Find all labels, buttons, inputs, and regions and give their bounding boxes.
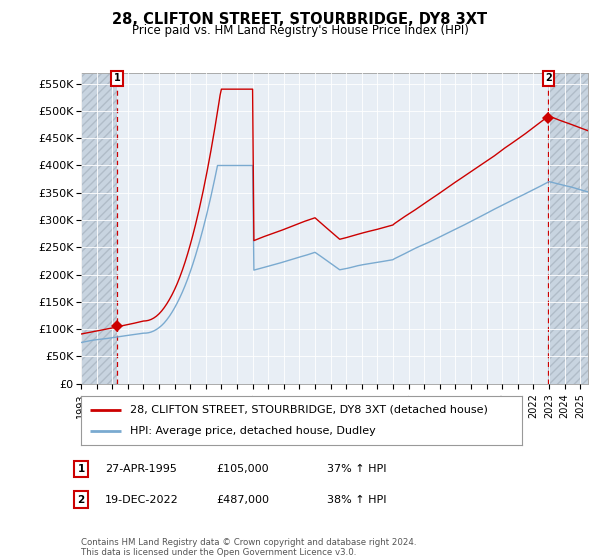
Text: 2: 2 [77, 494, 85, 505]
Text: 28, CLIFTON STREET, STOURBRIDGE, DY8 3XT (detached house): 28, CLIFTON STREET, STOURBRIDGE, DY8 3XT… [130, 405, 487, 415]
Text: Price paid vs. HM Land Registry's House Price Index (HPI): Price paid vs. HM Land Registry's House … [131, 24, 469, 37]
Text: Contains HM Land Registry data © Crown copyright and database right 2024.
This d: Contains HM Land Registry data © Crown c… [81, 538, 416, 557]
Text: 19-DEC-2022: 19-DEC-2022 [105, 494, 179, 505]
Bar [81, 73, 117, 384]
Text: £487,000: £487,000 [216, 494, 269, 505]
Bar [548, 73, 588, 384]
Text: HPI: Average price, detached house, Dudley: HPI: Average price, detached house, Dudl… [130, 426, 375, 436]
Text: 28, CLIFTON STREET, STOURBRIDGE, DY8 3XT: 28, CLIFTON STREET, STOURBRIDGE, DY8 3XT [112, 12, 488, 27]
Text: 38% ↑ HPI: 38% ↑ HPI [327, 494, 386, 505]
Text: 37% ↑ HPI: 37% ↑ HPI [327, 464, 386, 474]
Text: £105,000: £105,000 [216, 464, 269, 474]
Text: 1: 1 [113, 73, 120, 83]
Text: 1: 1 [77, 464, 85, 474]
Text: 27-APR-1995: 27-APR-1995 [105, 464, 177, 474]
Text: 2: 2 [545, 73, 552, 83]
